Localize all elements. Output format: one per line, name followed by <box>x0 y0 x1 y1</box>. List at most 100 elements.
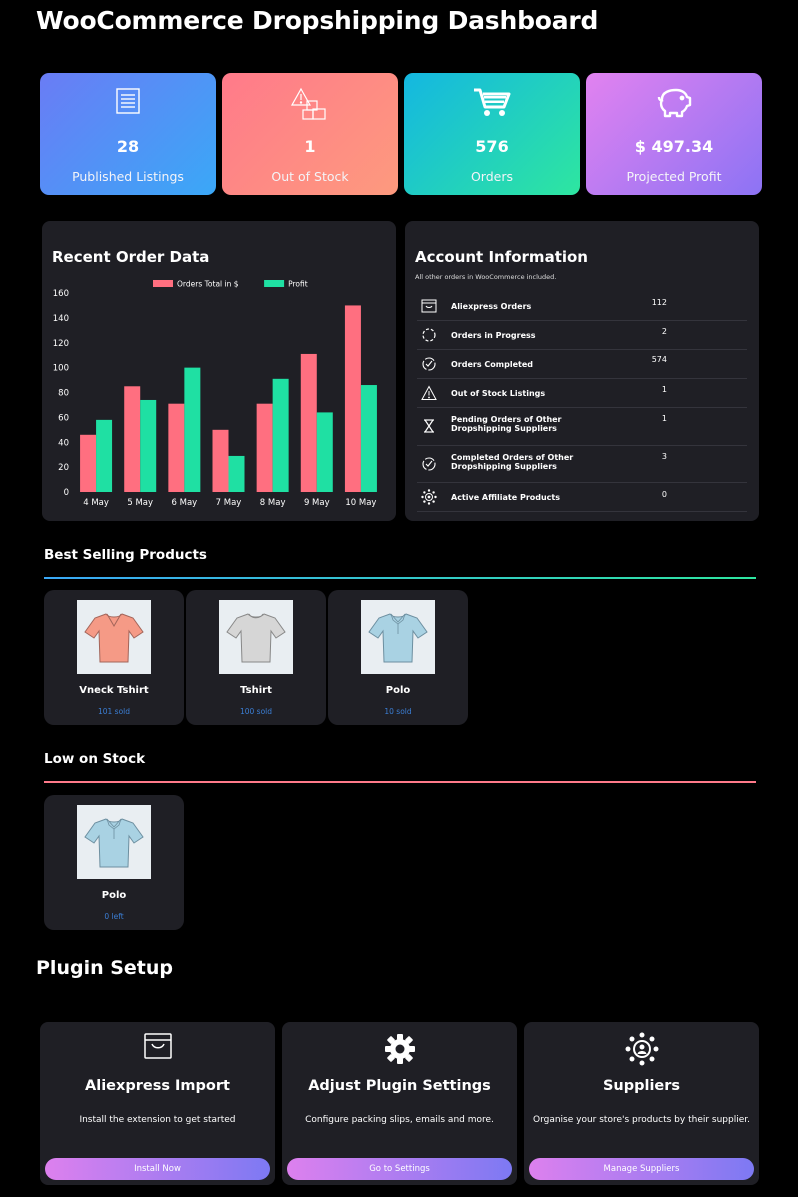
account-row-label: Active Affiliate Products <box>451 493 561 502</box>
legend-label: Profit <box>288 280 308 289</box>
bar-orders-total <box>168 403 185 492</box>
order-chart: 0 20 40 60 80 100 120 140 160 Orders Total in $ Pr… <box>53 280 377 508</box>
manage-suppliers-button[interactable]: Manage Suppliers <box>529 1158 754 1180</box>
account-row: Orders in Progress 2 <box>417 320 747 350</box>
x-tick-label: 6 May <box>172 498 198 508</box>
account-row-value: 0 <box>661 490 667 499</box>
account-row: Out of Stock Listings 1 <box>417 378 747 408</box>
account-row: Pending Orders of Other Dropshipping Sup… <box>417 407 747 446</box>
stat-value: 28 <box>116 137 140 156</box>
x-tick-label: 7 May <box>216 498 242 508</box>
bar-profit <box>184 367 201 492</box>
product-name: Polo <box>101 890 127 901</box>
stat-card-orders[interactable]: 576 Orders <box>404 73 580 195</box>
low-stock-divider <box>44 781 756 783</box>
envelope-icon <box>421 298 437 314</box>
product-name: Vneck Tshirt <box>79 685 149 696</box>
y-tick-label: 160 <box>53 289 69 299</box>
x-tick-label: 10 May <box>345 498 376 508</box>
product-card[interactable]: Polo 10 sold <box>328 590 468 725</box>
bar-orders-total <box>256 403 273 492</box>
account-row-label: Orders in Progress <box>451 331 536 340</box>
product-sub: 0 left <box>104 912 124 921</box>
stat-label: Orders <box>470 169 514 184</box>
account-row: Orders Completed 574 <box>417 349 747 379</box>
account-row-label: Orders Completed <box>451 360 533 369</box>
best-selling-divider <box>44 577 756 579</box>
out-of-stock-icon <box>222 87 398 120</box>
stat-value: 576 <box>475 137 509 156</box>
account-row-label: Completed Orders of Other Dropshipping S… <box>451 453 574 471</box>
account-row-label: Aliexpress Orders <box>451 302 532 311</box>
product-sub: 10 sold <box>384 707 412 716</box>
account-row-value: 1 <box>661 385 667 394</box>
product-image <box>77 805 151 879</box>
stat-label: Projected Profit <box>626 169 722 184</box>
account-row-label: Out of Stock Listings <box>451 389 546 398</box>
bar-profit <box>316 412 333 492</box>
legend-swatch <box>153 280 173 287</box>
go-to-settings-button[interactable]: Go to Settings <box>287 1158 512 1180</box>
account-title: Account Information <box>415 248 588 266</box>
progress-circle-icon <box>421 327 437 343</box>
account-info-panel: Account Information All other orders in … <box>405 221 759 521</box>
account-row: Aliexpress Orders 112 <box>417 291 747 321</box>
legend-label: Orders Total in $ <box>177 280 239 289</box>
suppliers-icon <box>524 1032 759 1066</box>
setup-card-desc: Install the extension to get started <box>79 1115 236 1125</box>
setup-card-settings: Adjust Plugin Settings Configure packing… <box>282 1022 517 1185</box>
legend-swatch <box>264 280 285 287</box>
account-row: Active Affiliate Products 0 <box>417 482 747 512</box>
stat-card-projected-profit[interactable]: $ 497.34 Projected Profit <box>586 73 762 195</box>
product-name: Tshirt <box>240 685 272 696</box>
bar-orders-total <box>80 434 97 492</box>
stat-label: Out of Stock <box>271 169 349 184</box>
account-row-value: 1 <box>661 414 667 423</box>
x-tick-label: 9 May <box>304 498 330 508</box>
stat-label: Published Listings <box>72 169 184 184</box>
x-tick-label: 4 May <box>83 498 109 508</box>
check-circle-icon <box>421 356 437 372</box>
setup-card-title: Adjust Plugin Settings <box>308 1078 491 1094</box>
account-row-value: 2 <box>661 327 667 336</box>
install-now-button[interactable]: Install Now <box>45 1158 270 1180</box>
account-row-value: 3 <box>661 452 667 461</box>
listing-icon <box>40 87 216 119</box>
setup-card-aliexpress: Aliexpress Import Install the extension … <box>40 1022 275 1185</box>
stat-value: $ 497.34 <box>634 137 714 156</box>
y-tick-label: 60 <box>58 413 69 423</box>
product-card[interactable]: Polo 0 left <box>44 795 184 930</box>
product-card[interactable]: Vneck Tshirt 101 sold <box>44 590 184 725</box>
product-image <box>361 600 435 674</box>
chart-title: Recent Order Data <box>52 248 210 266</box>
product-name: Polo <box>385 685 411 696</box>
account-row-value: 112 <box>651 298 667 307</box>
bar-profit <box>228 455 245 492</box>
bar-profit <box>140 399 157 492</box>
page-title: WooCommerce Dropshipping Dashboard <box>36 6 599 35</box>
x-tick-label: 8 May <box>260 498 286 508</box>
plugin-setup-title: Plugin Setup <box>36 957 173 979</box>
bar-orders-total <box>212 429 229 492</box>
stat-value: 1 <box>304 137 316 156</box>
y-tick-label: 140 <box>53 314 69 324</box>
stat-card-published-listings[interactable]: 28 Published Listings <box>40 73 216 195</box>
product-card[interactable]: Tshirt 100 sold <box>186 590 326 725</box>
setup-card-title: Suppliers <box>602 1078 681 1094</box>
product-image <box>77 600 151 674</box>
account-row: Completed Orders of Other Dropshipping S… <box>417 445 747 483</box>
envelope-icon <box>40 1032 275 1066</box>
hourglass-icon <box>421 418 437 434</box>
bar-profit <box>96 419 113 492</box>
check-circle-icon <box>421 456 437 472</box>
piggy-bank-icon <box>586 87 762 119</box>
setup-card-desc: Configure packing slips, emails and more… <box>305 1115 494 1125</box>
product-image <box>219 600 293 674</box>
stat-card-out-of-stock[interactable]: 1 Out of Stock <box>222 73 398 195</box>
y-tick-label: 0 <box>64 488 69 498</box>
bar-orders-total <box>300 353 317 492</box>
account-note: All other orders in WooCommerce included… <box>415 273 557 281</box>
y-tick-label: 20 <box>58 463 69 473</box>
y-tick-label: 100 <box>53 364 69 374</box>
account-row-value: 574 <box>651 355 667 364</box>
